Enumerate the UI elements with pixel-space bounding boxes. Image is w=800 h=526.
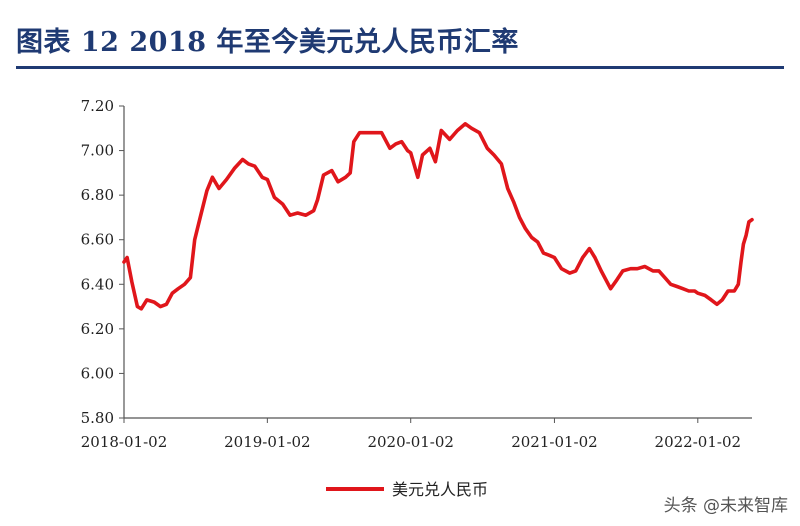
title-rule xyxy=(16,66,784,69)
figure-title: 图表 12 2018 年至今美元兑人民币汇率 xyxy=(16,27,519,58)
y-tick-label: 6.40 xyxy=(81,275,114,293)
watermark-text: 头条 @未来智库 xyxy=(663,496,788,516)
x-tick-label: 2020-01-02 xyxy=(367,433,453,451)
y-tick-label: 7.00 xyxy=(81,142,114,160)
x-tick-label: 2019-01-02 xyxy=(224,433,310,451)
y-tick-label: 6.00 xyxy=(81,364,114,382)
y-tick-label: 5.80 xyxy=(81,409,114,427)
x-tick-label: 2022-01-02 xyxy=(655,433,741,451)
y-tick-label: 6.80 xyxy=(81,186,114,204)
series-layer xyxy=(122,122,754,311)
chart-axes: 5.80 6.00 6.20 6.40 6.60 6.80 7.00 7.20 2018-01-… xyxy=(81,97,752,451)
y-tick-label: 6.20 xyxy=(81,320,114,338)
y-tick-label: 6.60 xyxy=(81,231,114,249)
series-line-0 xyxy=(122,122,754,311)
legend-label: 美元兑人民币 xyxy=(392,480,488,499)
x-tick-label: 2021-01-02 xyxy=(511,433,597,451)
y-tick-label: 7.20 xyxy=(81,97,114,115)
x-tick-label: 2018-01-02 xyxy=(81,433,167,451)
chart-legend: 美元兑人民币 xyxy=(326,480,488,499)
